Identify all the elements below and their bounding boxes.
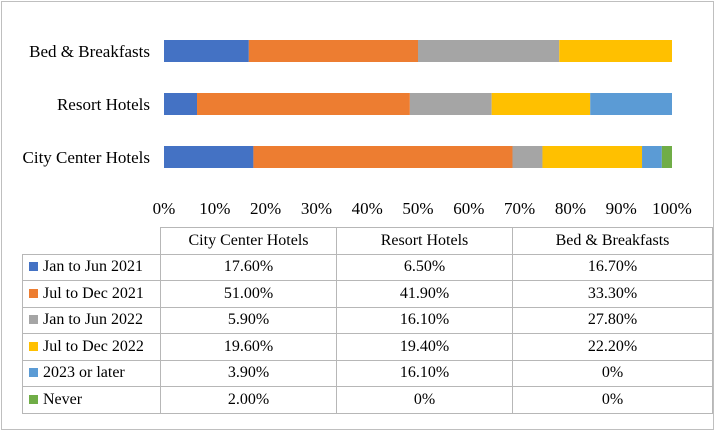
table-cell-bed-and-breakfasts: 33.30%: [512, 280, 713, 308]
bar-city-center-hotels-2023-or-later: [642, 146, 662, 168]
legend-swatch: [29, 394, 38, 404]
table-cell-bed-and-breakfasts: 27.80%: [512, 306, 713, 334]
table-cell-resort-hotels: 0%: [336, 386, 513, 414]
bar-bed-and-breakfasts-jan-to-jun-2021: [164, 40, 249, 62]
x-tick-label-4: 40%: [352, 199, 383, 218]
table-row: Jan to Jun 2021 17.60% 6.50% 16.70%: [22, 253, 713, 281]
table-cell-bed-and-breakfasts: 0%: [512, 386, 713, 414]
bar-resort-hotels-jan-to-jun-2021: [164, 93, 198, 115]
table-cell-city-center-hotels: 3.90%: [160, 359, 337, 387]
bar-bed-and-breakfasts-jul-to-dec-2022: [559, 40, 672, 62]
bar-city-center-hotels-jan-to-jun-2022: [512, 146, 543, 168]
table-cell-city-center-hotels: 5.90%: [160, 306, 337, 334]
table-cell-city-center-hotels: 19.60%: [160, 333, 337, 361]
legend-entry-2023-or-later: 2023 or later: [22, 359, 161, 387]
legend-swatch: [29, 288, 38, 298]
legend-entry-jan-to-jun-2022: Jan to Jun 2022: [22, 306, 161, 334]
legend-swatch: [29, 368, 38, 378]
legend-entry-jan-to-jun-2021: Jan to Jun 2021: [22, 253, 161, 281]
table-header-resort-hotels: Resort Hotels: [336, 227, 513, 255]
x-tick-label-9: 90%: [606, 199, 637, 218]
table-cell-resort-hotels: 41.90%: [336, 280, 513, 308]
table-header-bed-and-breakfasts: Bed & Breakfasts: [512, 227, 713, 255]
x-tick-label-6: 60%: [453, 199, 484, 218]
bar-city-center-hotels-jul-to-dec-2022: [542, 146, 643, 168]
table-cell-bed-and-breakfasts: 0%: [512, 359, 713, 387]
x-tick-label-1: 10%: [199, 199, 230, 218]
table-cell-city-center-hotels: 17.60%: [160, 253, 337, 281]
table-cell-bed-and-breakfasts: 22.20%: [512, 333, 713, 361]
bar-city-center-hotels-jul-to-dec-2021: [253, 146, 513, 168]
table-row: Jul to Dec 2021 51.00% 41.90% 33.30%: [22, 280, 713, 308]
x-tick-label-0: 0%: [153, 199, 176, 218]
table-cell-resort-hotels: 19.40%: [336, 333, 513, 361]
table-corner: [22, 227, 161, 255]
bar-resort-hotels-jan-to-jun-2022: [409, 93, 492, 115]
bar-bed-and-breakfasts-jan-to-jun-2022: [418, 40, 560, 62]
table-cell-resort-hotels: 16.10%: [336, 359, 513, 387]
legend-swatch: [29, 262, 38, 272]
category-label-city-center-hotels: City Center Hotels: [23, 148, 150, 167]
table-cell-city-center-hotels: 51.00%: [160, 280, 337, 308]
table-cell-city-center-hotels: 2.00%: [160, 386, 337, 414]
data-table: City Center Hotels Resort Hotels Bed & Bre…: [22, 227, 713, 414]
table-row: 2023 or later 3.90% 16.10% 0%: [22, 359, 713, 387]
bar-resort-hotels-2023-or-later: [590, 93, 672, 115]
bar-resort-hotels-jul-to-dec-2021: [197, 93, 410, 115]
table-cell-bed-and-breakfasts: 16.70%: [512, 253, 713, 281]
bar-bed-and-breakfasts-jul-to-dec-2021: [248, 40, 418, 62]
x-tick-label-7: 70%: [504, 199, 535, 218]
x-tick-label-3: 30%: [301, 199, 332, 218]
table-cell-resort-hotels: 6.50%: [336, 253, 513, 281]
table-header-city-center-hotels: City Center Hotels: [160, 227, 337, 255]
bar-resort-hotels-jul-to-dec-2022: [491, 93, 591, 115]
table-row: Jul to Dec 2022 19.60% 19.40% 22.20%: [22, 333, 713, 361]
bar-city-center-hotels-jan-to-jun-2021: [164, 146, 254, 168]
category-label-resort-hotels: Resort Hotels: [57, 95, 150, 114]
x-tick-label-8: 80%: [555, 199, 586, 218]
bar-city-center-hotels-never: [661, 146, 672, 168]
category-label-bed-and-breakfasts: Bed & Breakfasts: [29, 42, 150, 61]
legend-entry-jul-to-dec-2022: Jul to Dec 2022: [22, 333, 161, 361]
x-tick-label-2: 20%: [250, 199, 281, 218]
legend-entry-never: Never: [22, 386, 161, 414]
table-header-row: City Center Hotels Resort Hotels Bed & Bre…: [22, 227, 713, 255]
table-row: Jan to Jun 2022 5.90% 16.10% 27.80%: [22, 306, 713, 334]
legend-entry-jul-to-dec-2021: Jul to Dec 2021: [22, 280, 161, 308]
table-cell-resort-hotels: 16.10%: [336, 306, 513, 334]
table-row: Never 2.00% 0% 0%: [22, 386, 713, 414]
legend-swatch: [29, 315, 38, 325]
x-tick-label-10: 100%: [652, 199, 692, 218]
legend-swatch: [29, 341, 38, 351]
x-tick-label-5: 50%: [402, 199, 433, 218]
